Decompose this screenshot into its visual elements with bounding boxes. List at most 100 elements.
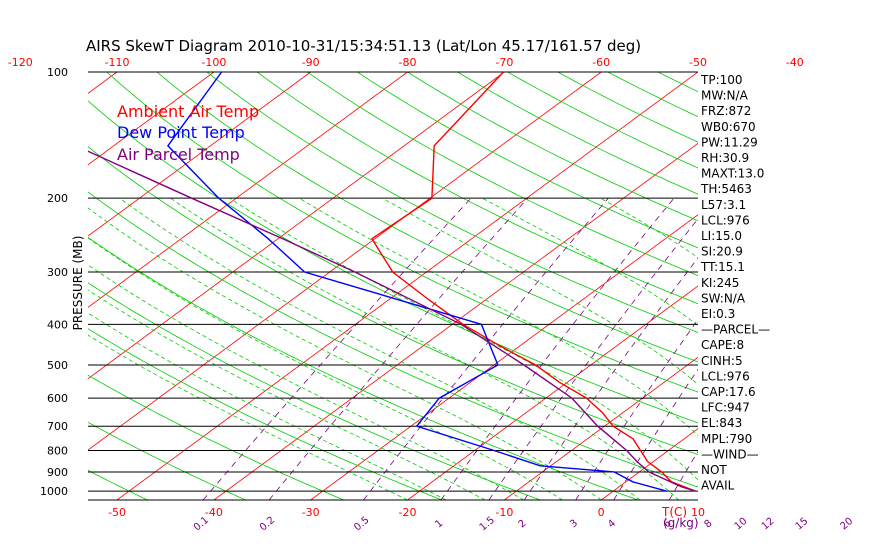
dry-adiabat-line: [657, 72, 698, 93]
mixing-ratio-line: [849, 198, 870, 500]
index-entry: MPL:790: [701, 432, 752, 446]
index-entry: —PARCEL—: [701, 323, 770, 337]
mixing-ratio-line: [804, 198, 870, 500]
dry-adiabat-line: [357, 72, 698, 249]
mixing-ratio-label: 20: [838, 516, 855, 533]
dry-adiabat-line: [156, 72, 698, 363]
chart-title: AIRS SkewT Diagram 2010-10-31/15:34:51.1…: [86, 37, 641, 55]
isotherm-line: [213, 142, 698, 500]
x-bottom-tick-label: 0: [598, 506, 605, 519]
x-top-tick-label: -90: [302, 56, 320, 69]
y-tick-label: 200: [47, 192, 68, 205]
y-tick-label: 100: [47, 66, 68, 79]
y-tick-label: 500: [47, 359, 68, 372]
dry-adiabat-line: [88, 236, 639, 500]
mixing-ratio-line: [363, 197, 609, 500]
moist-adiabat-line: [845, 198, 870, 500]
x-top-tick-label: -110: [105, 56, 130, 69]
x-top-tick-label: -100: [201, 56, 226, 69]
dry-adiabat-line: [256, 72, 698, 305]
mixing-ratio-unit-label: (g/kg): [663, 516, 699, 530]
bottom-tick-layer: -50 -40 -30 -20 -10 0 10: [108, 506, 705, 519]
isotherm-line: [88, 72, 408, 308]
mixing-ratio-label: 0.2: [258, 515, 277, 534]
isotherm-line: [88, 72, 602, 451]
legend-air-parcel-temp: Air Parcel Temp: [117, 145, 240, 164]
moist-adiabat-line: [229, 197, 698, 481]
index-entry: EL:843: [701, 416, 742, 430]
isotherm-line: [407, 285, 698, 500]
index-entry: LFC:947: [701, 401, 750, 415]
dry-adiabat-line: [758, 72, 870, 500]
x-bottom-tick-label: -30: [302, 506, 320, 519]
x-top-tick-label: -80: [399, 56, 417, 69]
mixing-ratio-label: 1: [433, 518, 445, 531]
index-entry: CAP:17.6: [701, 385, 756, 399]
mixing-ratio-label: 12: [760, 516, 777, 533]
mixing-ratio-label: 15: [794, 516, 811, 533]
moist-adiabat-line: [88, 312, 447, 500]
x-top-tick-label: -120: [8, 56, 33, 69]
moist-adiabat-line: [88, 289, 486, 500]
mixing-ratio-label: 8: [702, 518, 714, 531]
y-tick-label: 300: [47, 266, 68, 279]
index-entry: —WIND—: [701, 447, 759, 461]
y-tick-label: 900: [47, 466, 68, 479]
index-entry: MW:N/A: [701, 89, 749, 103]
moist-adiabat-line: [298, 197, 698, 436]
isotherm-line: [0, 72, 20, 500]
grid-layer: [0, 72, 870, 500]
legend-dew-point-temp: Dew Point Temp: [117, 123, 245, 142]
dry-adiabat-line: [206, 72, 698, 333]
dry-adiabat-line: [407, 72, 698, 222]
x-top-tick-label: -60: [592, 56, 610, 69]
y-tick-label: 1000: [40, 485, 68, 498]
y-tick-label: 800: [47, 445, 68, 458]
mixing-ratio-line: [575, 318, 698, 500]
mixing-ratio-line: [613, 368, 698, 500]
y-tick-label: 600: [47, 392, 68, 405]
mixing-ratio-label: 3: [568, 518, 580, 531]
index-entry: PW:11.29: [701, 135, 758, 149]
mixing-ratio-line: [668, 450, 698, 500]
x-top-tick-label: -70: [495, 56, 513, 69]
dry-adiabat-line: [106, 72, 698, 393]
mixing-ratio-label-layer: 0.10.20.511.52346810121520253040: [192, 515, 855, 534]
index-entry: TT:15.1: [700, 260, 745, 274]
x-bottom-tick-label: -20: [399, 506, 417, 519]
index-entry: EI:0.3: [701, 307, 735, 321]
index-entry: WB0:670: [701, 120, 756, 134]
x-bottom-tick-label: -10: [495, 506, 513, 519]
isotherm-line: [88, 72, 505, 380]
dry-adiabat-line: [88, 328, 443, 500]
index-entry: SW:N/A: [701, 291, 746, 305]
x-unit-label: T(C): [661, 505, 687, 519]
index-entry: RH:30.9: [701, 151, 749, 165]
mixing-ratio-label: 4: [606, 518, 618, 531]
series-layer: [88, 72, 696, 492]
x-top-tick-label: -40: [786, 56, 804, 69]
dry-adiabat-line: [808, 72, 870, 500]
isotherm-line: [310, 214, 698, 500]
dry-adiabat-line: [88, 374, 344, 500]
index-entry: AVAIL: [701, 479, 735, 493]
index-entry: TH:5463: [700, 182, 752, 196]
index-entry: KI:245: [701, 276, 739, 290]
index-entry: CINH:5: [701, 354, 743, 368]
index-entry: LI:15.0: [701, 229, 742, 243]
mixing-ratio-line: [770, 198, 870, 500]
isotherm-line: [795, 72, 870, 500]
index-entry: NOT: [701, 463, 727, 477]
mixing-ratio-label: 2: [517, 518, 529, 531]
dry-adiabat-line: [306, 72, 698, 276]
x-bottom-tick-label: -50: [108, 506, 126, 519]
dry-adiabat-line: [88, 421, 246, 500]
mixing-ratio-label: 10: [733, 516, 750, 533]
isotherm-line: [88, 72, 118, 94]
index-entry: TP:100: [700, 73, 743, 87]
index-entry: SI:20.9: [701, 245, 743, 259]
moist-adiabat-line: [88, 207, 602, 500]
x-bottom-tick-label: 10: [691, 506, 705, 519]
y-tick-label: 700: [47, 420, 68, 433]
